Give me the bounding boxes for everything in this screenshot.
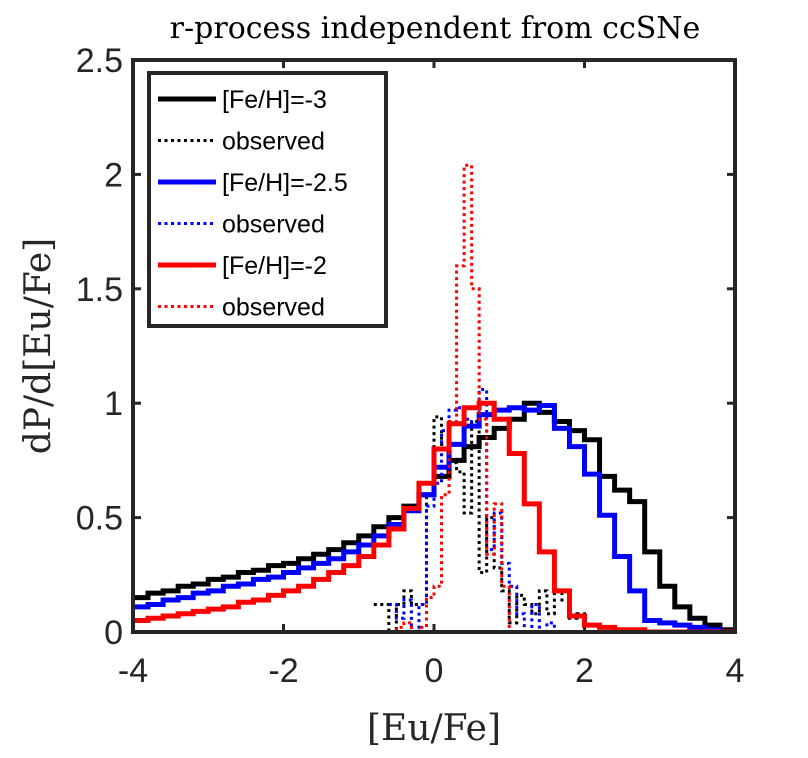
legend-label-5: observed	[222, 294, 325, 322]
legend-label-0: [Fe/H]=-3	[222, 86, 327, 114]
x-tick-label: -2	[268, 652, 298, 690]
legend-label-2: [Fe/H]=-2.5	[222, 169, 348, 197]
x-axis-ticks: -4 -2 0 2 4	[118, 60, 745, 690]
x-axis-label: [Eu/Fe]	[367, 708, 501, 749]
legend-label-3: observed	[222, 211, 325, 239]
x-tick-label: 4	[726, 652, 745, 690]
legend-box	[147, 71, 388, 328]
y-tick-label: 0	[104, 614, 123, 652]
legend: [Fe/H]=-3 observed [Fe/H]=-2.5 observed [Fe/…	[147, 71, 388, 328]
y-tick-label: 0.5	[76, 500, 123, 538]
y-tick-label: 1	[104, 385, 123, 423]
y-tick-label: 2.5	[76, 42, 123, 80]
legend-label-4: [Fe/H]=-2	[222, 252, 327, 280]
y-axis-label: dP/d[Eu/Fe]	[18, 238, 59, 454]
y-tick-label: 2	[104, 156, 123, 194]
x-tick-label: -4	[118, 652, 148, 690]
axes-box	[131, 58, 737, 634]
y-tick-label: 1.5	[76, 271, 123, 309]
plot-area	[133, 163, 735, 632]
legend-label-1: observed	[222, 128, 325, 156]
chart-title: r-process independent from ccSNe	[170, 11, 701, 46]
series-1-line	[373, 415, 593, 632]
x-tick-label: 2	[575, 652, 594, 690]
series-5-line	[358, 163, 540, 632]
x-tick-label: 0	[425, 652, 444, 690]
series-4-line	[133, 400, 735, 632]
series-3-line	[388, 387, 570, 632]
